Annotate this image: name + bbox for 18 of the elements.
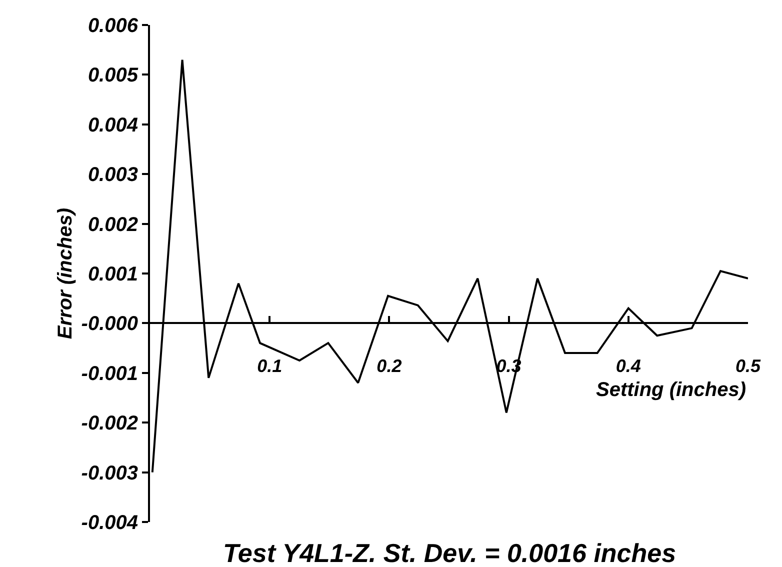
y-tick-label: -0.002 [81,412,138,435]
x-tick-label: 0.5 [735,356,762,376]
x-axis-title: Setting (inches) [596,379,746,401]
y-tick-label: 0.004 [88,114,138,136]
x-tick-label: 0.1 [257,356,282,376]
y-tick-label: -0.000 [81,313,138,336]
y-tick-label: 0.006 [88,15,139,37]
y-tick-label: -0.003 [81,462,138,484]
x-tick-label: 0.2 [376,356,402,376]
y-tick-label: -0.001 [81,362,138,385]
y-tick-label: 0.005 [88,64,139,87]
y-tick-label: 0.001 [88,264,138,286]
y-tick-label: 0.003 [88,164,138,186]
text: Test Y4L1-Z. St. Dev. = 0.0016 inches [223,538,676,567]
y-tick-label: -0.004 [81,512,138,534]
x-tick-label: 0.4 [616,356,641,376]
y-axis-title: Error (inches) [54,208,76,340]
y-tick-label: 0.002 [88,214,138,236]
